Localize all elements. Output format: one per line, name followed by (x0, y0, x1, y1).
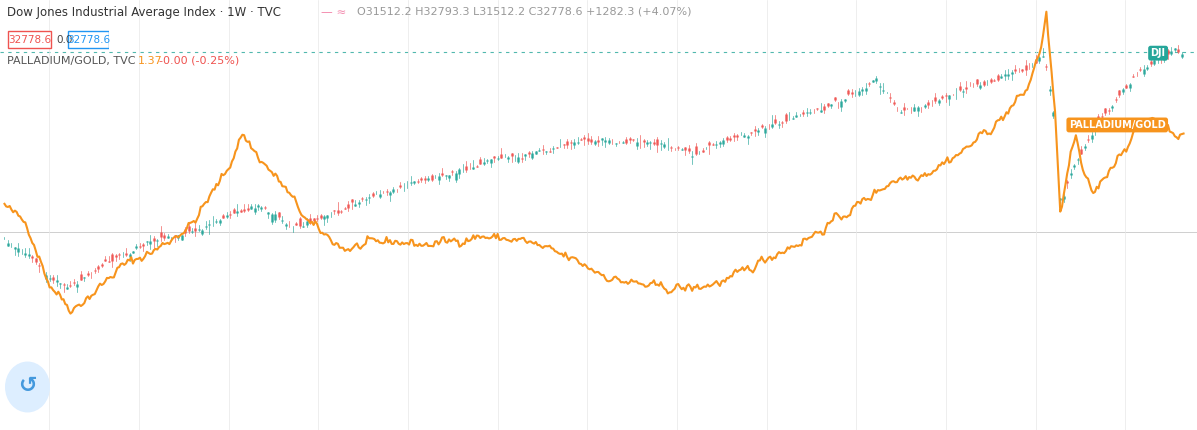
Text: PALLADIUM/GOLD, TVC: PALLADIUM/GOLD, TVC (7, 56, 135, 66)
Text: DJI: DJI (1150, 48, 1166, 58)
FancyBboxPatch shape (68, 31, 109, 48)
Circle shape (6, 362, 49, 412)
FancyBboxPatch shape (8, 31, 51, 48)
Text: 32778.6: 32778.6 (67, 35, 110, 45)
Text: ↺: ↺ (18, 376, 37, 396)
Text: 1.37: 1.37 (138, 56, 163, 66)
Text: 32778.6: 32778.6 (8, 35, 51, 45)
Text: PALLADIUM/GOLD: PALLADIUM/GOLD (1069, 120, 1166, 130)
Text: O31512.2 H32793.3 L31512.2 C32778.6 +1282.3 (+4.07%): O31512.2 H32793.3 L31512.2 C32778.6 +128… (357, 6, 691, 16)
Text: Dow Jones Industrial Average Index · 1W · TVC: Dow Jones Industrial Average Index · 1W … (7, 6, 281, 19)
Text: -0.00 (-0.25%): -0.00 (-0.25%) (159, 56, 239, 66)
Text: 0.0: 0.0 (56, 35, 72, 45)
Text: — ≈: — ≈ (321, 6, 346, 19)
